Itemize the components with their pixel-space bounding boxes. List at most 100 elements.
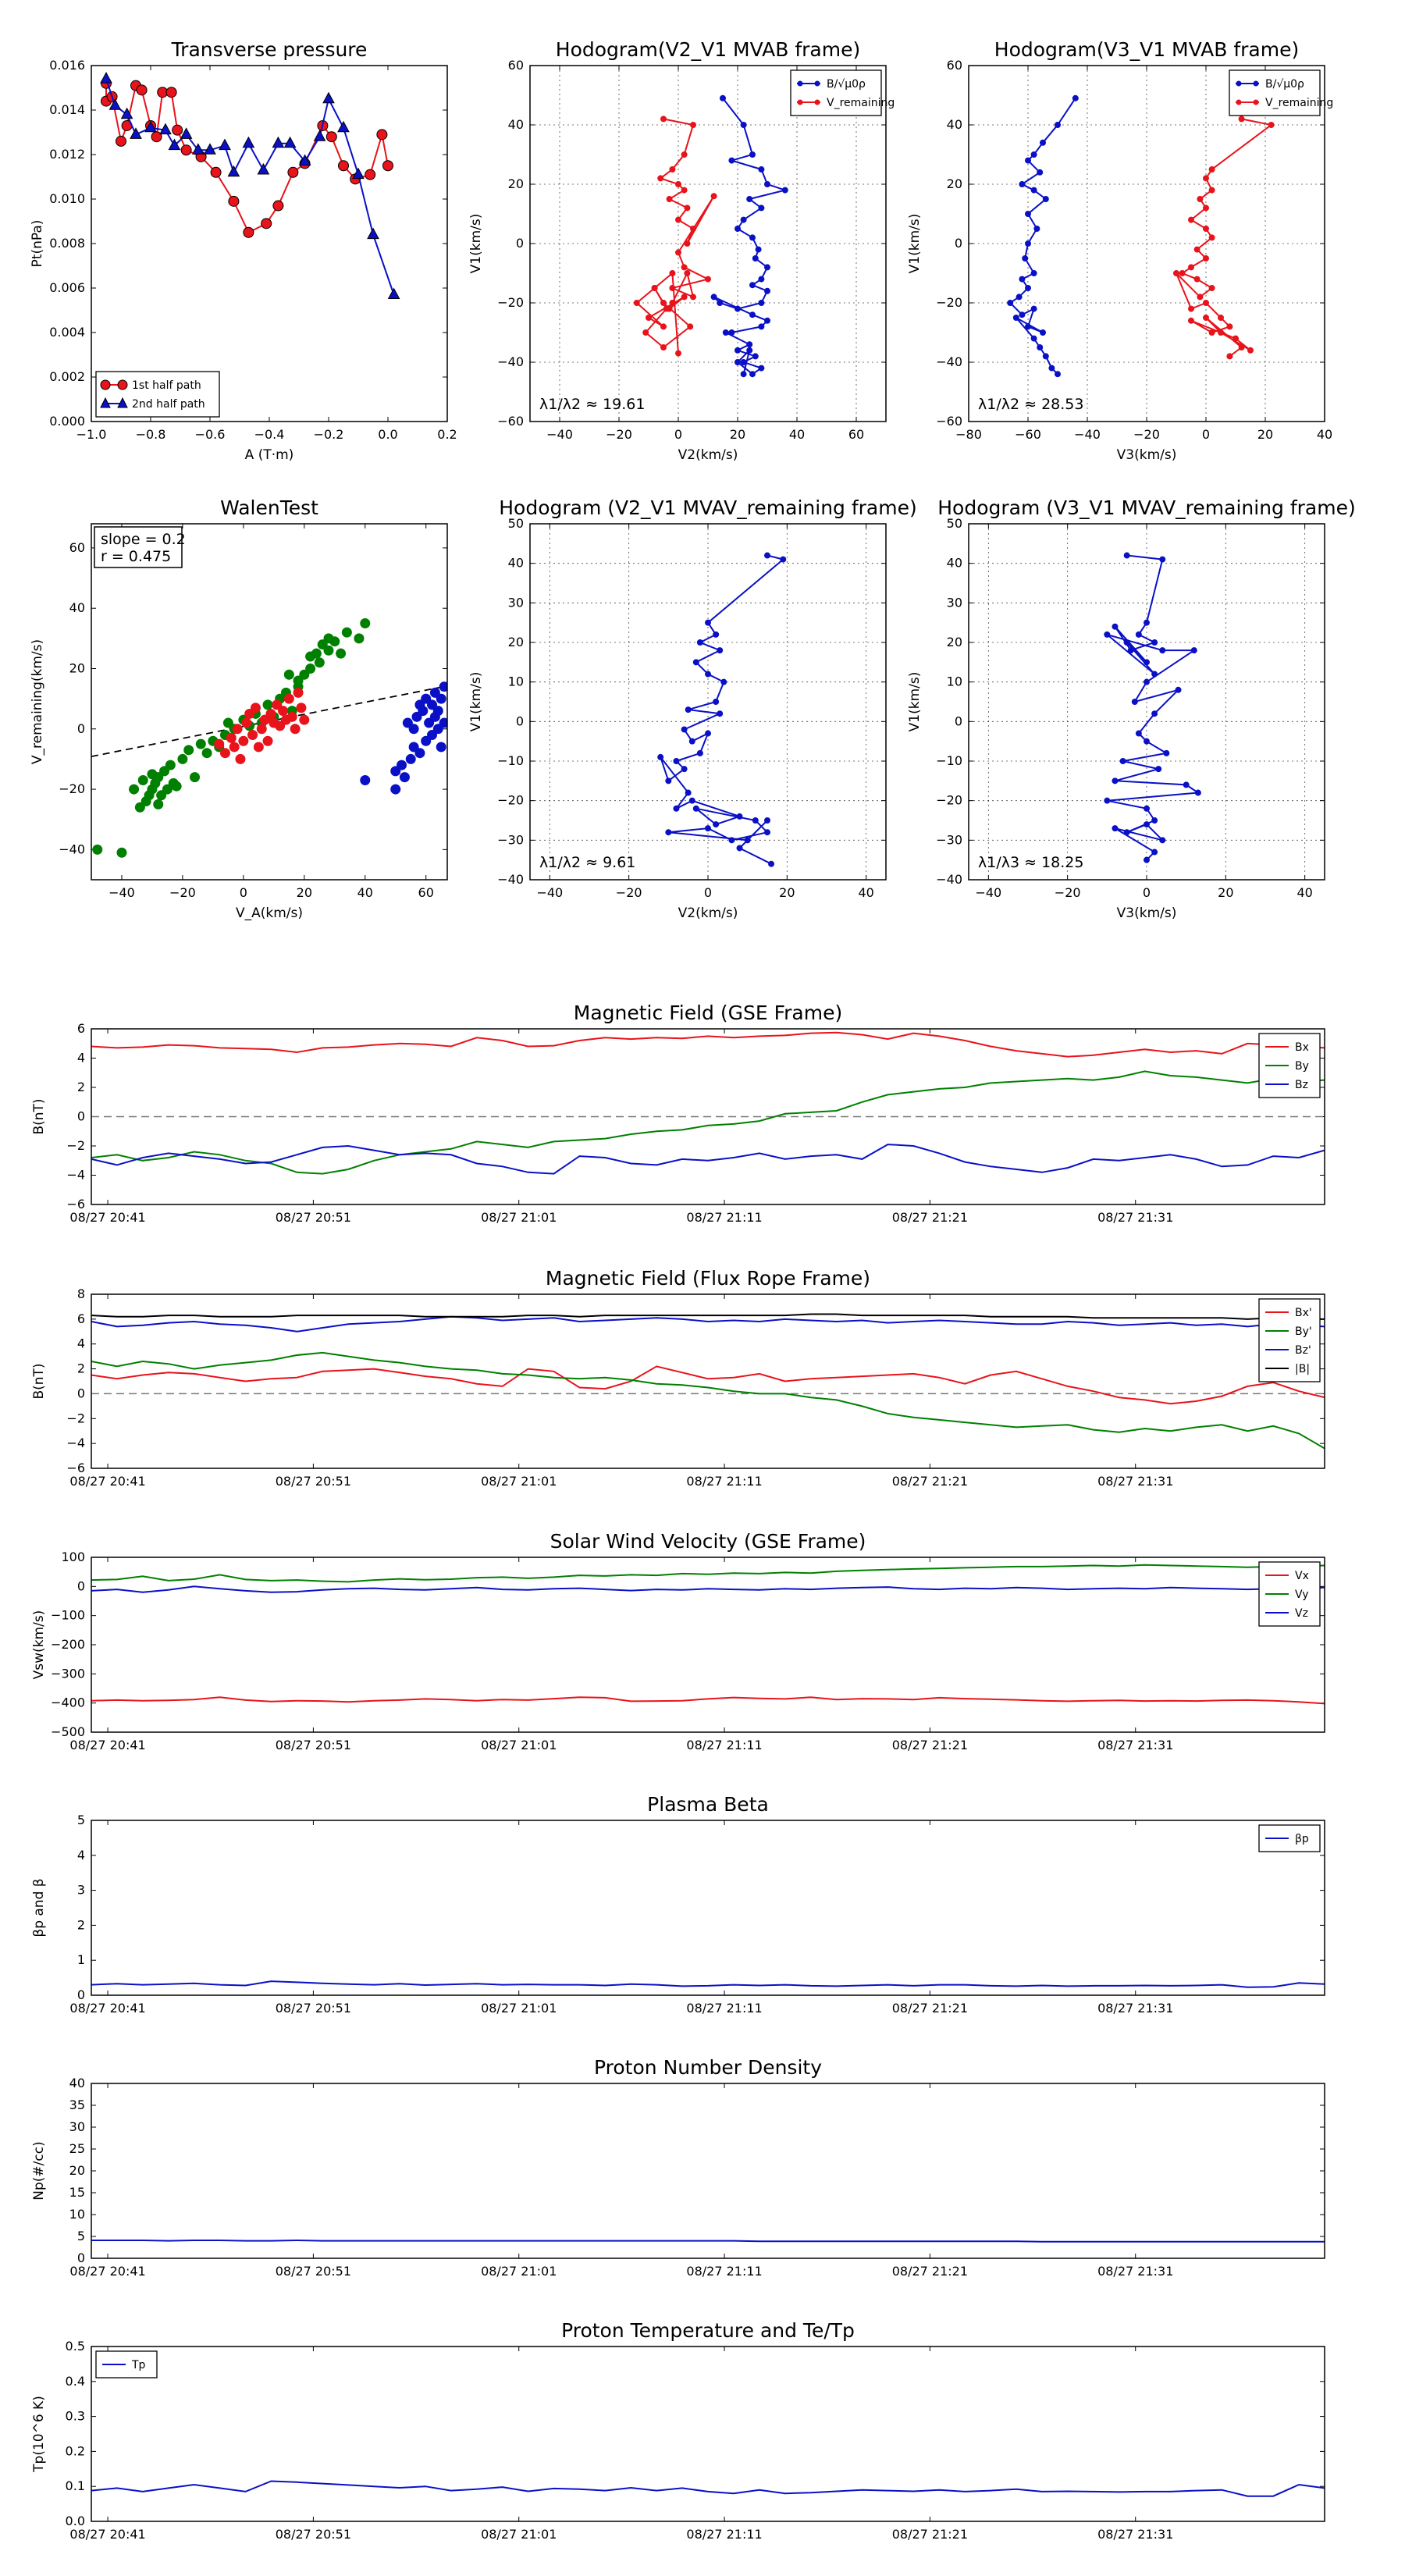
data-point [1144, 821, 1150, 828]
data-point [1190, 647, 1197, 654]
scatter-point [153, 799, 164, 809]
data-point [325, 131, 337, 143]
data-point [1203, 315, 1209, 321]
series-line [91, 1031, 1325, 1058]
data-point [749, 311, 756, 318]
series-line [1106, 554, 1200, 861]
x-tick-label: −0.8 [136, 427, 166, 442]
hodogram-v3v1-mvav-chart: Hodogram (V3_V1 MVAV_remaining frame) −40… [907, 496, 1356, 921]
y-tick-label: −500 [51, 1724, 85, 1739]
series-line [91, 1696, 1325, 1705]
x-tick-label: 40 [1297, 885, 1312, 900]
chart-title: WalenTest [220, 496, 318, 519]
data-point [1123, 829, 1130, 836]
legend-marker [117, 397, 128, 408]
data-point [740, 359, 747, 365]
data-point [180, 127, 193, 139]
stats-box [94, 526, 183, 568]
scatter-point [286, 711, 297, 722]
x-tick-label: 20 [730, 427, 745, 442]
scatter-point [360, 774, 371, 785]
ratio-annotation: λ1/λ2 ≈ 9.61 [539, 854, 635, 871]
scatter-point [317, 639, 328, 650]
plot-marks [1007, 94, 1275, 378]
scatter-point [427, 699, 438, 710]
series-line [91, 2480, 1325, 2497]
data-point [1218, 329, 1224, 336]
scatter-point [314, 657, 325, 668]
data-point [1238, 344, 1245, 350]
data-point [735, 359, 741, 365]
y-tick-label: −60 [497, 414, 524, 429]
data-point [1238, 116, 1245, 123]
data-point [1119, 758, 1126, 764]
data-point [758, 365, 765, 372]
data-point [681, 726, 688, 733]
data-point [1163, 749, 1170, 756]
data-point [1197, 294, 1204, 301]
series-line [91, 2239, 1325, 2243]
x-tick-label: −40 [536, 885, 563, 900]
y-tick-label: −4 [66, 1168, 85, 1183]
x-tick-label: −20 [606, 427, 632, 442]
y-tick-label: 60 [947, 58, 962, 73]
data-point [1155, 766, 1162, 773]
legend: Tp [95, 2350, 158, 2379]
data-point [692, 659, 699, 666]
data-point [1144, 856, 1150, 863]
y-tick-label: 10 [508, 674, 524, 689]
data-point [367, 227, 379, 240]
scatter-point [134, 802, 145, 813]
scatter-point [402, 717, 413, 728]
legend-label: B/√μ0ρ [1265, 78, 1304, 91]
scatter-point [177, 753, 188, 764]
x-axis-label: V_A(km/s) [236, 906, 303, 921]
y-tick-label: 0 [955, 236, 962, 251]
data-point [758, 205, 765, 212]
scatter-point [436, 742, 446, 753]
x-tick-label: 08/27 21:01 [481, 1210, 557, 1225]
plot-marks [100, 72, 400, 300]
y-tick-label: 5 [77, 1813, 85, 1827]
y-tick-label: −20 [936, 793, 962, 808]
y-tick-label: 0 [77, 721, 85, 736]
x-tick-label: 08/27 21:01 [481, 2264, 557, 2279]
scatter-point [390, 784, 401, 795]
data-point [1208, 329, 1215, 336]
data-point [657, 175, 664, 182]
y-tick-label: −60 [936, 414, 962, 429]
data-point [669, 300, 676, 306]
plot-frame [91, 2083, 1325, 2259]
data-point [660, 344, 667, 350]
data-point [675, 216, 681, 223]
y-tick-label: 0 [955, 713, 962, 728]
legend-label: By' [1295, 1325, 1312, 1338]
data-point [746, 347, 753, 354]
data-point [768, 860, 775, 867]
stats-line: r = 0.475 [101, 548, 171, 565]
x-tick-label: 0 [674, 427, 682, 442]
x-axis-label: V3(km/s) [1117, 447, 1177, 463]
x-tick-label: 08/27 20:51 [276, 2527, 351, 2542]
data-point [1268, 122, 1275, 128]
walen-test-chart: WalenTest −40 −20 0 20 40 60 −40 −20 0 20 40 60 V_A(k… [30, 496, 448, 921]
hodogram-v2v1-mvab-chart: Hodogram(V2_V1 MVAB frame) −40 −20 0 20 40 60 −… [468, 38, 895, 463]
data-point [681, 294, 688, 301]
y-tick-label: 25 [69, 2141, 85, 2156]
y-axis-label: V1(km/s) [468, 214, 484, 274]
data-point [1104, 631, 1111, 638]
data-point [752, 255, 759, 262]
scatter-point [436, 693, 446, 704]
legend-label: B/√μ0ρ [827, 78, 866, 91]
data-point [1208, 285, 1215, 291]
scatter-point [219, 748, 230, 759]
scatter-point [190, 772, 201, 783]
data-point [172, 124, 183, 136]
ratio-annotation: λ1/λ2 ≈ 19.61 [539, 396, 645, 413]
y-tick-label: 0.010 [49, 191, 85, 206]
data-point [1016, 294, 1023, 301]
plot-marks [91, 1564, 1325, 1705]
scatter-point [439, 681, 447, 692]
scatter-point [265, 708, 276, 719]
data-point [1042, 196, 1049, 202]
